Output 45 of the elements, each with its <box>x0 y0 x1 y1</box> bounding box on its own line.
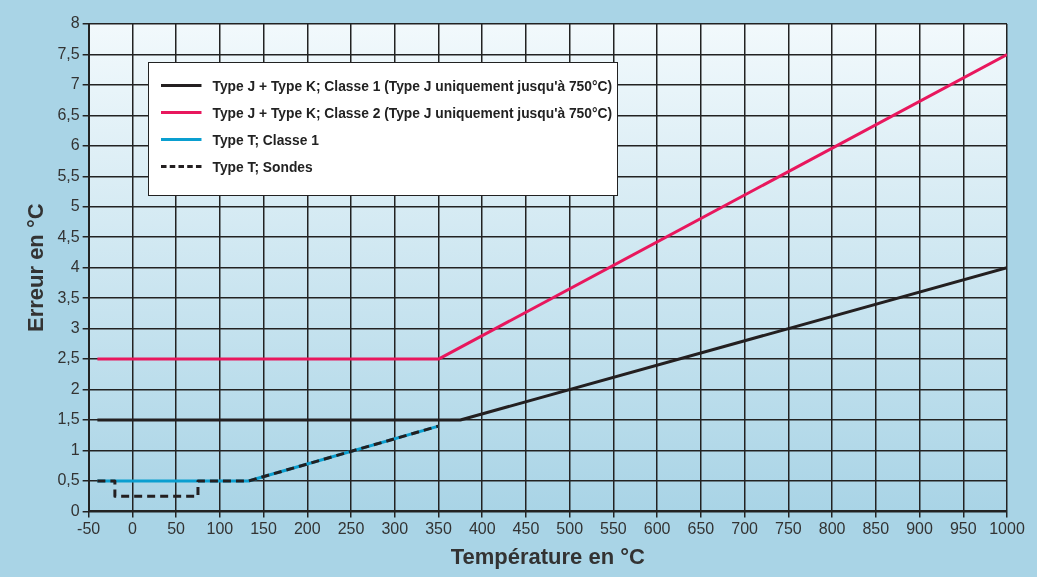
legend-label: Type J + Type K; Classe 2 (Type J uniquement jusqu'à 750°C) <box>212 104 613 121</box>
x-tick-label: 550 <box>600 520 627 538</box>
y-tick-label: 6,5 <box>57 105 80 123</box>
legend-label: Type J + Type K; Classe 1 (Type J uniquement jusqu'à 750°C) <box>212 77 613 94</box>
x-tick-label: 750 <box>774 520 802 538</box>
y-tick-label: 0 <box>70 501 80 519</box>
y-tick-label: 1 <box>70 440 80 458</box>
x-axis-title: Température en °C <box>450 543 646 569</box>
y-tick-label: 4,5 <box>57 227 80 245</box>
y-tick-label: 1,5 <box>57 410 80 428</box>
x-tick-label: 850 <box>862 520 890 538</box>
x-tick-label: 100 <box>206 520 234 538</box>
x-tick-label: 400 <box>468 520 496 538</box>
x-tick-label: 800 <box>818 520 846 538</box>
y-tick-label: 5,5 <box>57 166 80 184</box>
y-tick-label: 0,5 <box>57 471 80 489</box>
y-tick-label: 2 <box>70 379 80 397</box>
x-tick-label: 200 <box>293 520 321 538</box>
y-tick-label: 4 <box>70 258 80 276</box>
y-tick-label: 3 <box>70 319 80 337</box>
x-tick-label: 50 <box>167 520 186 538</box>
x-tick-label: 600 <box>643 520 671 538</box>
x-tick-label: 350 <box>425 520 452 538</box>
x-tick-label: 950 <box>949 520 977 538</box>
x-tick-label: -50 <box>77 520 101 538</box>
legend-label: Type T; Classe 1 <box>212 131 319 148</box>
x-tick-label: 450 <box>512 520 540 538</box>
y-tick-label: 7 <box>70 75 80 93</box>
x-tick-label: 700 <box>731 520 759 538</box>
x-tick-label: 1000 <box>989 520 1025 538</box>
x-tick-label: 0 <box>127 520 137 538</box>
x-tick-label: 150 <box>250 520 278 538</box>
y-axis-title: Erreur en °C <box>23 203 49 333</box>
x-tick-label: 650 <box>687 520 715 538</box>
y-tick-label: 2,5 <box>57 349 80 367</box>
x-tick-label: 900 <box>906 520 933 538</box>
y-tick-label: 5 <box>70 197 80 215</box>
y-tick-label: 8 <box>70 14 80 32</box>
x-tick-label: 300 <box>381 520 409 538</box>
y-tick-label: 6 <box>70 136 80 154</box>
legend-label: Type T; Sondes <box>212 158 313 175</box>
x-tick-label: 500 <box>556 520 584 538</box>
y-tick-label: 7,5 <box>57 44 80 62</box>
y-tick-label: 3,5 <box>57 288 80 306</box>
x-tick-label: 250 <box>337 520 365 538</box>
